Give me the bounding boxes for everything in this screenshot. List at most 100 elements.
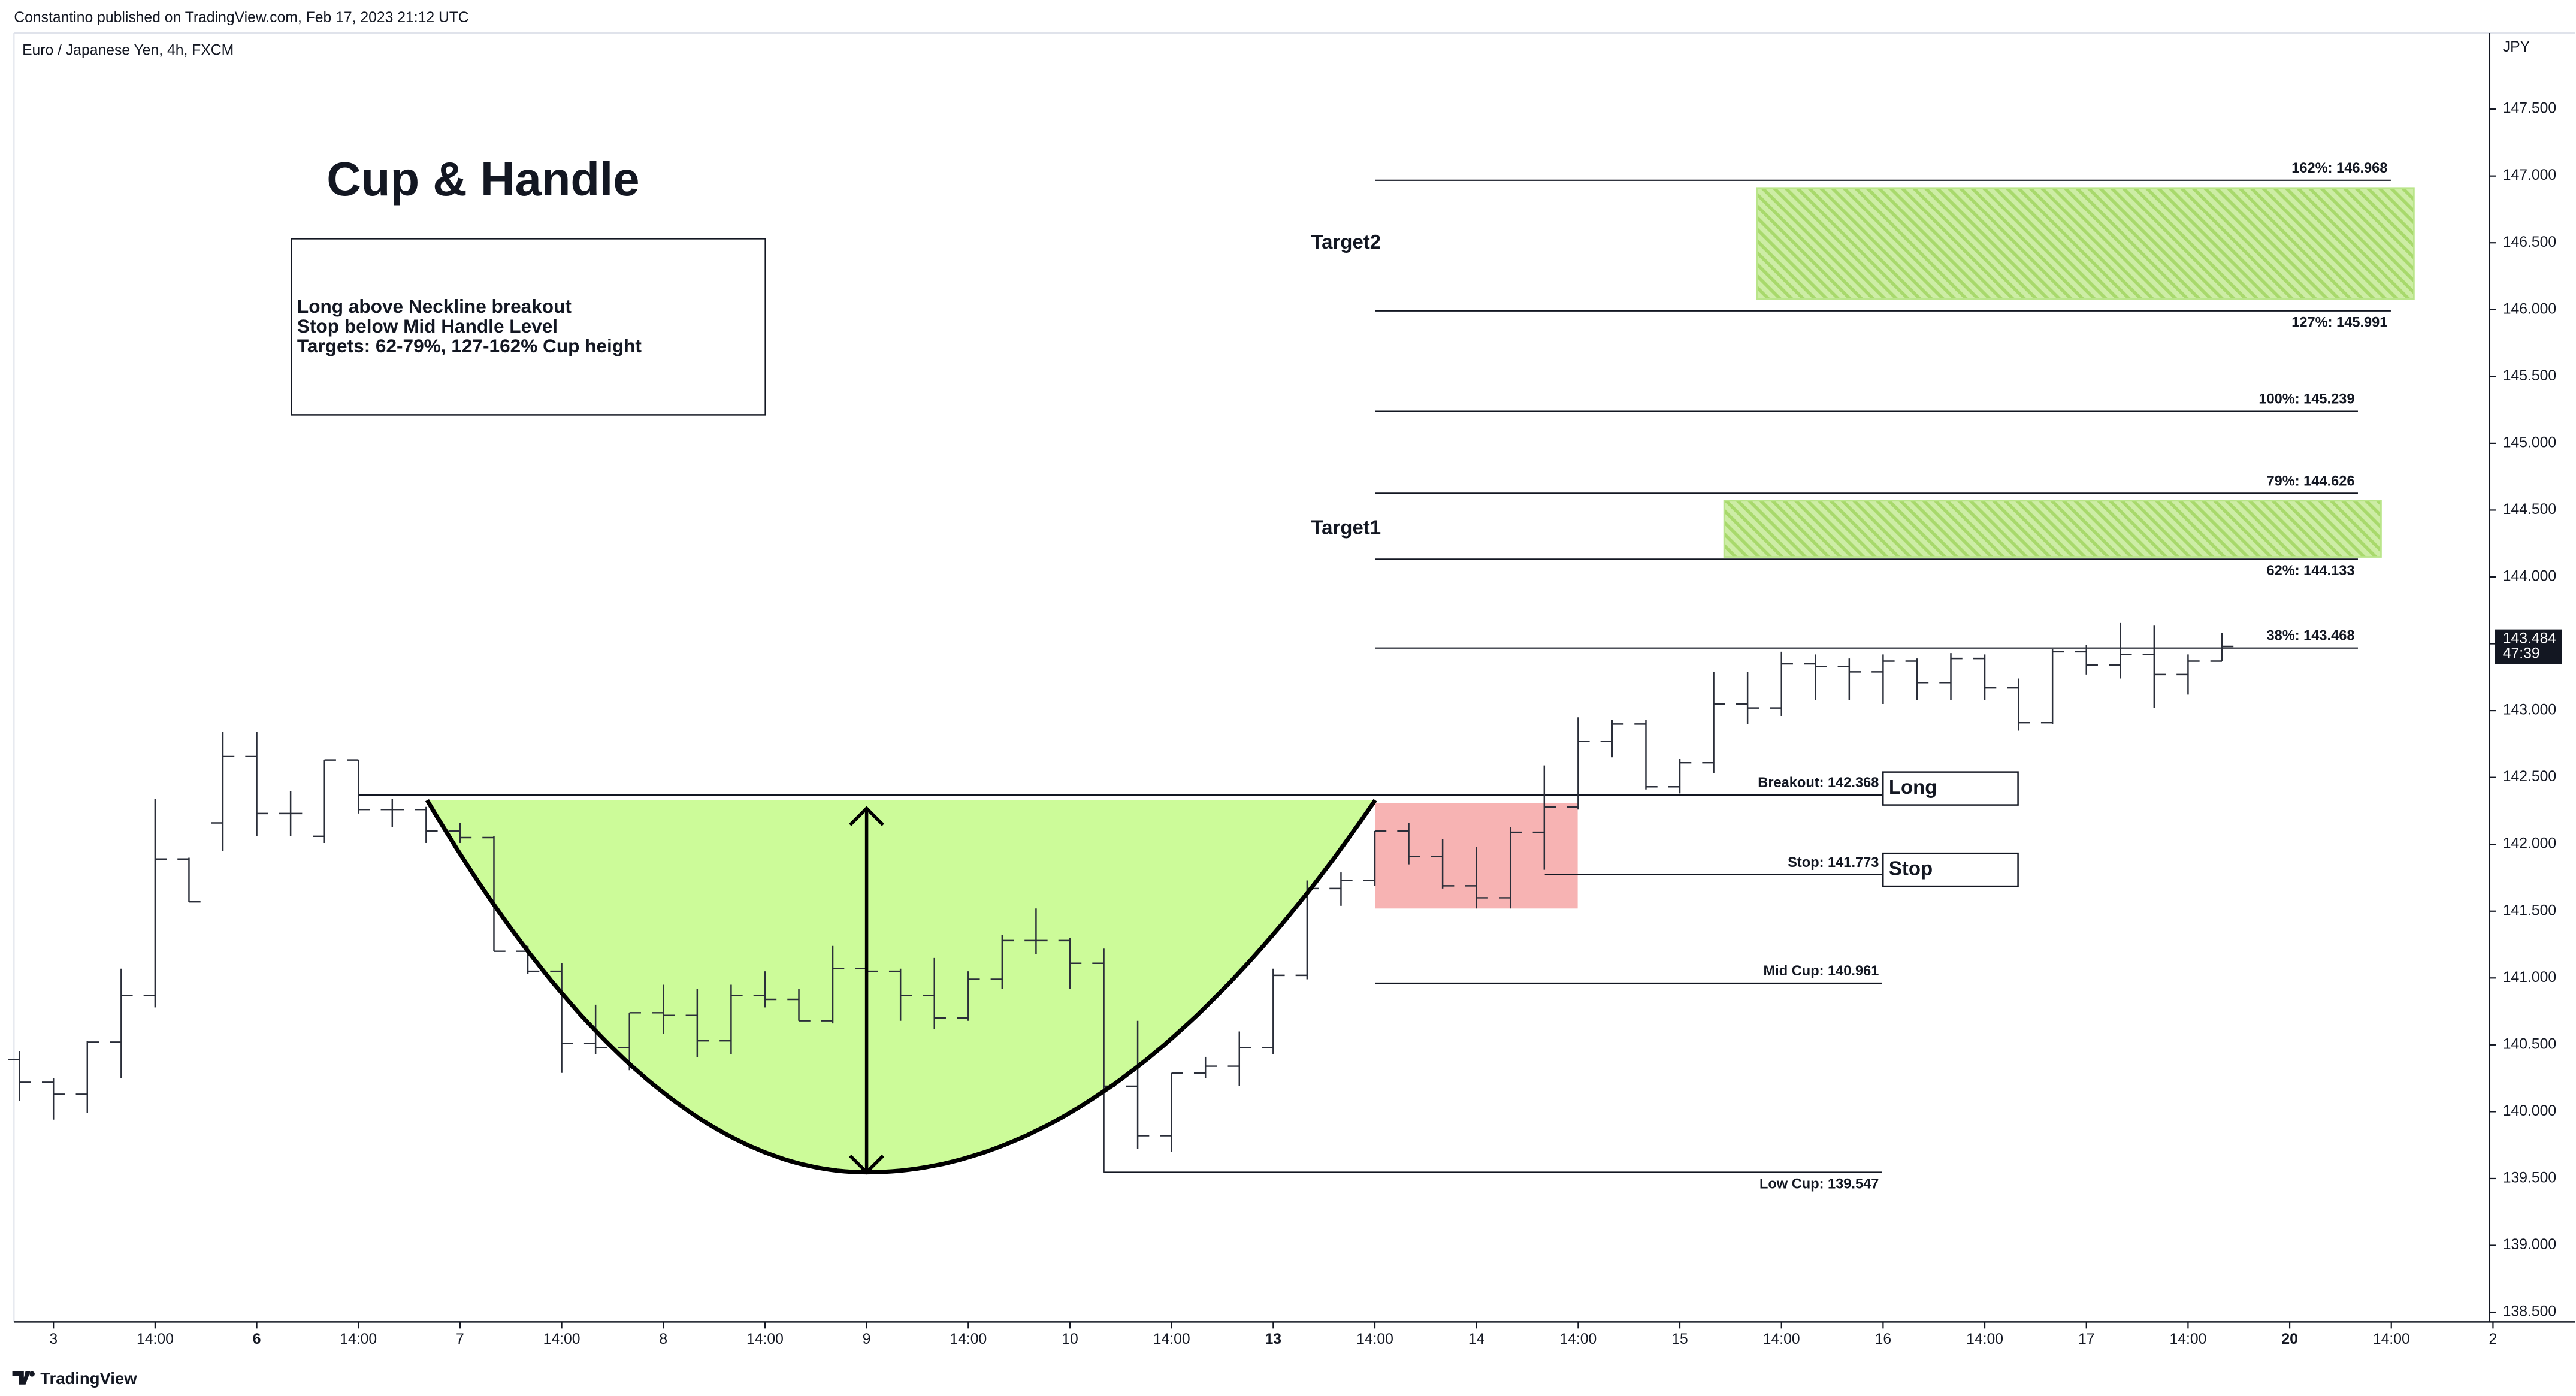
y-tick-label: 142.000 — [2503, 836, 2556, 852]
last-price-box — [2495, 629, 2562, 664]
ohlc-bar — [1126, 1020, 1150, 1149]
stop-label: Stop — [1889, 857, 1933, 879]
ohlc-bar — [923, 957, 946, 1029]
level-label: 127%: 145.991 — [2291, 315, 2387, 331]
ohlc-bar — [957, 971, 980, 1021]
x-tick-label: 14:00 — [1763, 1331, 1800, 1347]
y-tick-label: 139.000 — [2503, 1237, 2556, 1253]
note-line: Stop below Mid Handle Level — [297, 315, 558, 337]
y-tick-label: 147.500 — [2503, 101, 2556, 117]
ohlc-bar — [2142, 625, 2166, 708]
long-label: Long — [1889, 776, 1937, 798]
last-price: 143.484 — [2503, 631, 2557, 647]
note-line: Long above Neckline breakout — [297, 295, 572, 317]
zone-label: Target1 — [1311, 516, 1381, 538]
ohlc-bar — [1668, 759, 1692, 794]
x-tick-label: 10 — [1062, 1331, 1078, 1347]
ohlc-bar — [888, 968, 912, 1021]
ohlc-bar — [1160, 1072, 1183, 1152]
ohlc-bar — [1024, 908, 1048, 954]
chart-title: Cup & Handle — [326, 152, 639, 206]
note-box — [291, 238, 766, 416]
ohlc-bar — [685, 989, 709, 1057]
ohlc-bar — [1397, 823, 1420, 865]
ohlc-bar — [448, 823, 472, 843]
x-tick-label: 14:00 — [2373, 1331, 2410, 1347]
x-tick-label: 14:00 — [746, 1331, 784, 1347]
ohlc-bar — [482, 836, 506, 952]
ohlc-bar — [1227, 1031, 1251, 1087]
y-tick-label: 145.500 — [2503, 368, 2556, 384]
y-tick-label: 139.500 — [2503, 1170, 2556, 1186]
x-tick-label: 9 — [863, 1331, 871, 1347]
ohlc-bar — [2040, 649, 2064, 724]
x-tick-label: 14:00 — [1966, 1331, 2003, 1347]
x-tick-label: 14:00 — [543, 1331, 580, 1347]
ohlc-bar — [753, 971, 777, 1008]
ohlc-bar — [245, 732, 268, 836]
ohlc-bar — [1702, 672, 1725, 773]
y-tick-label: 138.500 — [2503, 1304, 2556, 1320]
x-tick-label: 14 — [1468, 1331, 1485, 1347]
ohlc-bar — [1499, 827, 1522, 909]
y-tick-label: 140.500 — [2503, 1036, 2556, 1052]
x-tick-label: 20 — [2281, 1331, 2298, 1347]
stop-box — [1882, 852, 2019, 887]
x-tick-label: 17 — [2078, 1331, 2095, 1347]
y-tick-label: 146.000 — [2503, 301, 2556, 317]
ohlc-bar — [1634, 720, 1658, 790]
ohlc-bar — [990, 935, 1014, 989]
ohlc-bar — [2109, 622, 2132, 679]
level-label: Stop: 141.773 — [1788, 855, 1879, 871]
logo-mark — [12, 1371, 35, 1385]
ohlc-bar — [1871, 654, 1895, 704]
zone-label: Target2 — [1311, 231, 1381, 253]
ohlc-bar — [1837, 658, 1861, 700]
level-label: Breakout: 142.368 — [1758, 775, 1879, 791]
x-tick-label: 14:00 — [137, 1331, 174, 1347]
ohlc-bar — [415, 806, 438, 843]
x-tick-label: 3 — [49, 1331, 58, 1347]
ohlc-bar — [1804, 654, 1827, 700]
publisher: Constantino published on TradingView.com… — [14, 10, 468, 26]
arrow-head — [849, 806, 885, 1175]
ohlc-bar — [1973, 654, 1997, 700]
level-label: 62%: 144.133 — [2266, 563, 2354, 579]
brand: TradingView — [40, 1369, 137, 1388]
ohlc-bar — [313, 759, 336, 843]
zone — [1723, 500, 2382, 558]
level-label: Low Cup: 139.547 — [1759, 1176, 1879, 1192]
ohlc-bar — [1193, 1056, 1217, 1078]
ohlc-bar — [2210, 633, 2234, 662]
ohlc-bar — [1905, 658, 1929, 700]
ohlc-bar — [719, 984, 743, 1054]
ohlc-bar — [1329, 872, 1353, 906]
ohlc-bar — [1363, 830, 1387, 886]
level-label: 38%: 143.468 — [2266, 628, 2354, 644]
ohlc-bar — [41, 1078, 65, 1120]
level-label: Mid Cup: 140.961 — [1764, 963, 1879, 979]
ohlc-bar — [110, 968, 133, 1078]
ohlc-bar — [652, 984, 675, 1035]
x-tick-label: 15 — [1671, 1331, 1688, 1347]
ohlc-bar — [347, 759, 370, 814]
ohlc-bar — [75, 1041, 99, 1113]
ohlc-bar — [380, 799, 404, 827]
ohlc-bar — [1600, 720, 1624, 758]
x-tick-label: 14:00 — [340, 1331, 377, 1347]
note-line: Targets: 62-79%, 127-162% Cup height — [297, 335, 642, 356]
x-tick-label: 6 — [253, 1331, 261, 1347]
x-tick-label: 13 — [1265, 1331, 1282, 1347]
level-label: 100%: 145.239 — [2258, 392, 2354, 407]
y-tick-label: 143.000 — [2503, 702, 2556, 718]
x-tick-label: 7 — [456, 1331, 464, 1347]
level-label: 162%: 146.968 — [2291, 161, 2387, 176]
ohlc-bar — [618, 1012, 641, 1071]
x-tick-label: 16 — [1875, 1331, 1891, 1347]
symbol: Euro / Japanese Yen, 4h, FXCM — [22, 43, 234, 59]
ohlc-bar — [211, 732, 235, 851]
x-tick-label: 14:00 — [1559, 1331, 1597, 1347]
ohlc-bar — [1058, 938, 1082, 989]
x-tick-label: 14:00 — [1153, 1331, 1190, 1347]
x-tick-label: 14:00 — [2169, 1331, 2206, 1347]
